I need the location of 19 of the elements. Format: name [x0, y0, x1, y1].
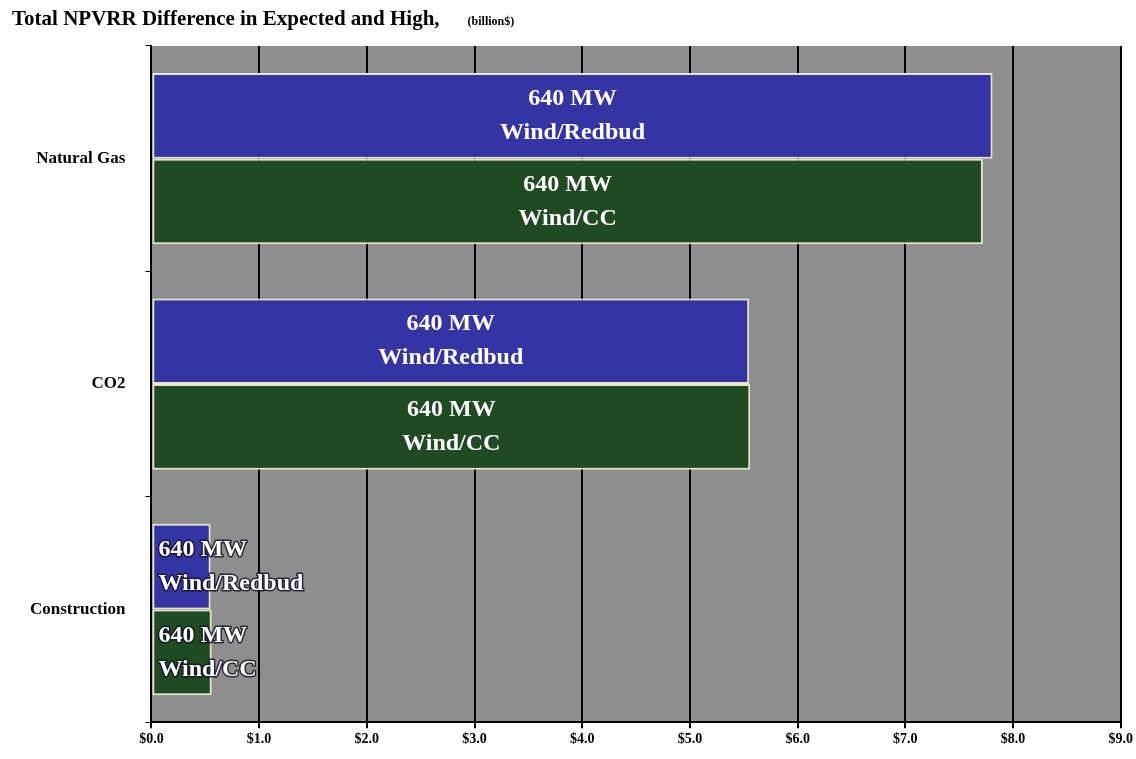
text: 640 MW Wind/Redbud — [499, 84, 645, 145]
text: 640 MW Wind/Redbud — [378, 309, 524, 370]
x-tick-label: $6.0 — [785, 731, 810, 747]
x-tick-label: $3.0 — [462, 731, 487, 747]
text: 640 MW Wind/CC — [518, 169, 617, 230]
chart-subtitle: (billion$) — [467, 14, 515, 28]
y-tick-label: Construction — [29, 598, 126, 618]
chart-title: Total NPVRR Difference in Expected and High, — [12, 6, 440, 30]
y-tick-label: CO2 — [91, 373, 126, 393]
x-tick-label: $4.0 — [569, 731, 595, 747]
x-tick-label: $9.0 — [1108, 731, 1133, 747]
x-tick-label: $7.0 — [893, 731, 918, 747]
x-tick-label: $8.0 — [1000, 731, 1026, 747]
text: 640 MW Wind/CC — [402, 395, 501, 456]
y-tick-label: Natural Gas — [36, 148, 126, 168]
x-tick-label: $2.0 — [354, 731, 380, 747]
x-tick-label: $5.0 — [677, 731, 703, 747]
x-tick-label: $1.0 — [246, 731, 272, 747]
x-tick-label: $0.0 — [139, 731, 164, 747]
